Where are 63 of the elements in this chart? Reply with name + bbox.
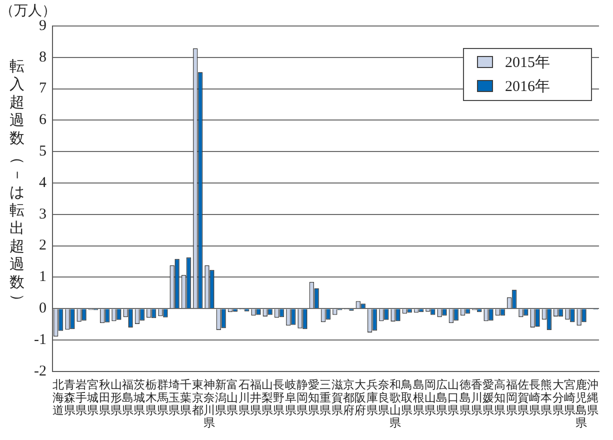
text: 転入超過数（－は転出超過数）	[9, 59, 25, 308]
x-tick-label: 富山県	[226, 378, 239, 418]
x-tick-label: 岡山県	[424, 378, 436, 418]
x-tick-label: 東京都	[192, 378, 204, 418]
x-tick-label: 奈良県	[378, 378, 390, 418]
y-tick-label: -1	[34, 332, 46, 348]
x-tick-label: 広島県	[436, 378, 448, 418]
x-tick-label: 徳島県	[459, 378, 472, 418]
x-tick-label: 神奈川県	[203, 378, 216, 430]
x-tick-label: 秋田県	[98, 378, 111, 418]
x-tick-label: 茨城県	[132, 378, 146, 418]
x-tick-label: 愛媛県	[482, 378, 495, 418]
x-tick-label: 長野県	[273, 378, 286, 418]
x-tick-label: 青森県	[64, 378, 76, 418]
y-tick-label: 0	[38, 300, 46, 317]
x-tick-label: 沖縄県	[586, 378, 600, 418]
x-tick-label: 山梨県	[262, 378, 274, 418]
y-tick-label: 6	[38, 112, 47, 128]
x-tick-label: 鳥取県	[400, 378, 414, 418]
legend-label: 2016年	[505, 78, 550, 95]
x-tick-label: 群馬県	[156, 378, 169, 418]
x-tick-label: 宮城県	[86, 378, 100, 418]
x-tick-label: 京都府	[343, 378, 356, 418]
x-tick-label: 千葉県	[180, 378, 192, 418]
x-tick-label: 山口県	[448, 378, 460, 418]
x-tick-label: 高知県	[494, 378, 506, 418]
y-tick-label: 2	[38, 238, 46, 254]
x-tick-label: 長崎県	[529, 378, 542, 418]
x-tick-label: 宮崎県	[564, 378, 576, 418]
y-tick-label: 4	[38, 174, 47, 191]
x-tick-label: 三重県	[320, 380, 332, 418]
y-tick-label: 8	[38, 49, 46, 66]
x-tick-label: 島根県	[412, 378, 425, 418]
x-tick-label: 福井県	[250, 378, 262, 418]
x-tick-label: 愛知県	[308, 378, 320, 418]
x-tick-label: 滋賀県	[331, 378, 344, 418]
y-tick-label: 7	[38, 80, 47, 97]
y-tick-label: 1	[38, 269, 46, 286]
x-tick-label: 香川県	[470, 378, 483, 418]
x-tick-label: 福島県	[122, 378, 134, 418]
y-tick-label: -2	[34, 363, 46, 380]
y-tick-label: 9	[38, 18, 46, 34]
x-tick-label: 和歌山県	[390, 378, 402, 430]
text: （万人）	[0, 3, 56, 20]
x-tick-label: 福岡県	[506, 378, 518, 418]
x-tick-label: 大阪府	[354, 378, 367, 418]
x-tick-label: 岐阜県	[284, 378, 297, 418]
y-tick-label: 3	[38, 206, 46, 222]
x-tick-label: 熊本県	[540, 378, 553, 418]
x-tick-label: 栃木県	[145, 378, 158, 418]
x-tick-label: 北海道	[52, 378, 64, 418]
x-tick-label: 新潟県	[215, 378, 228, 418]
x-tick-label: 大分県	[552, 378, 564, 418]
x-tick-label: 静岡県	[296, 378, 308, 418]
legend-label: 2015年	[505, 54, 550, 71]
x-tick-label: 岩手県	[76, 378, 88, 418]
x-tick-label: 鹿児島県	[576, 378, 588, 430]
x-tick-label: 埼玉県	[168, 378, 181, 418]
x-tick-label: 兵庫県	[366, 378, 378, 418]
x-tick-label: 山形県	[110, 378, 122, 418]
y-tick-label: 5	[38, 144, 46, 160]
x-tick-label: 石川県	[238, 378, 250, 418]
x-tick-label: 佐賀県	[517, 378, 530, 418]
